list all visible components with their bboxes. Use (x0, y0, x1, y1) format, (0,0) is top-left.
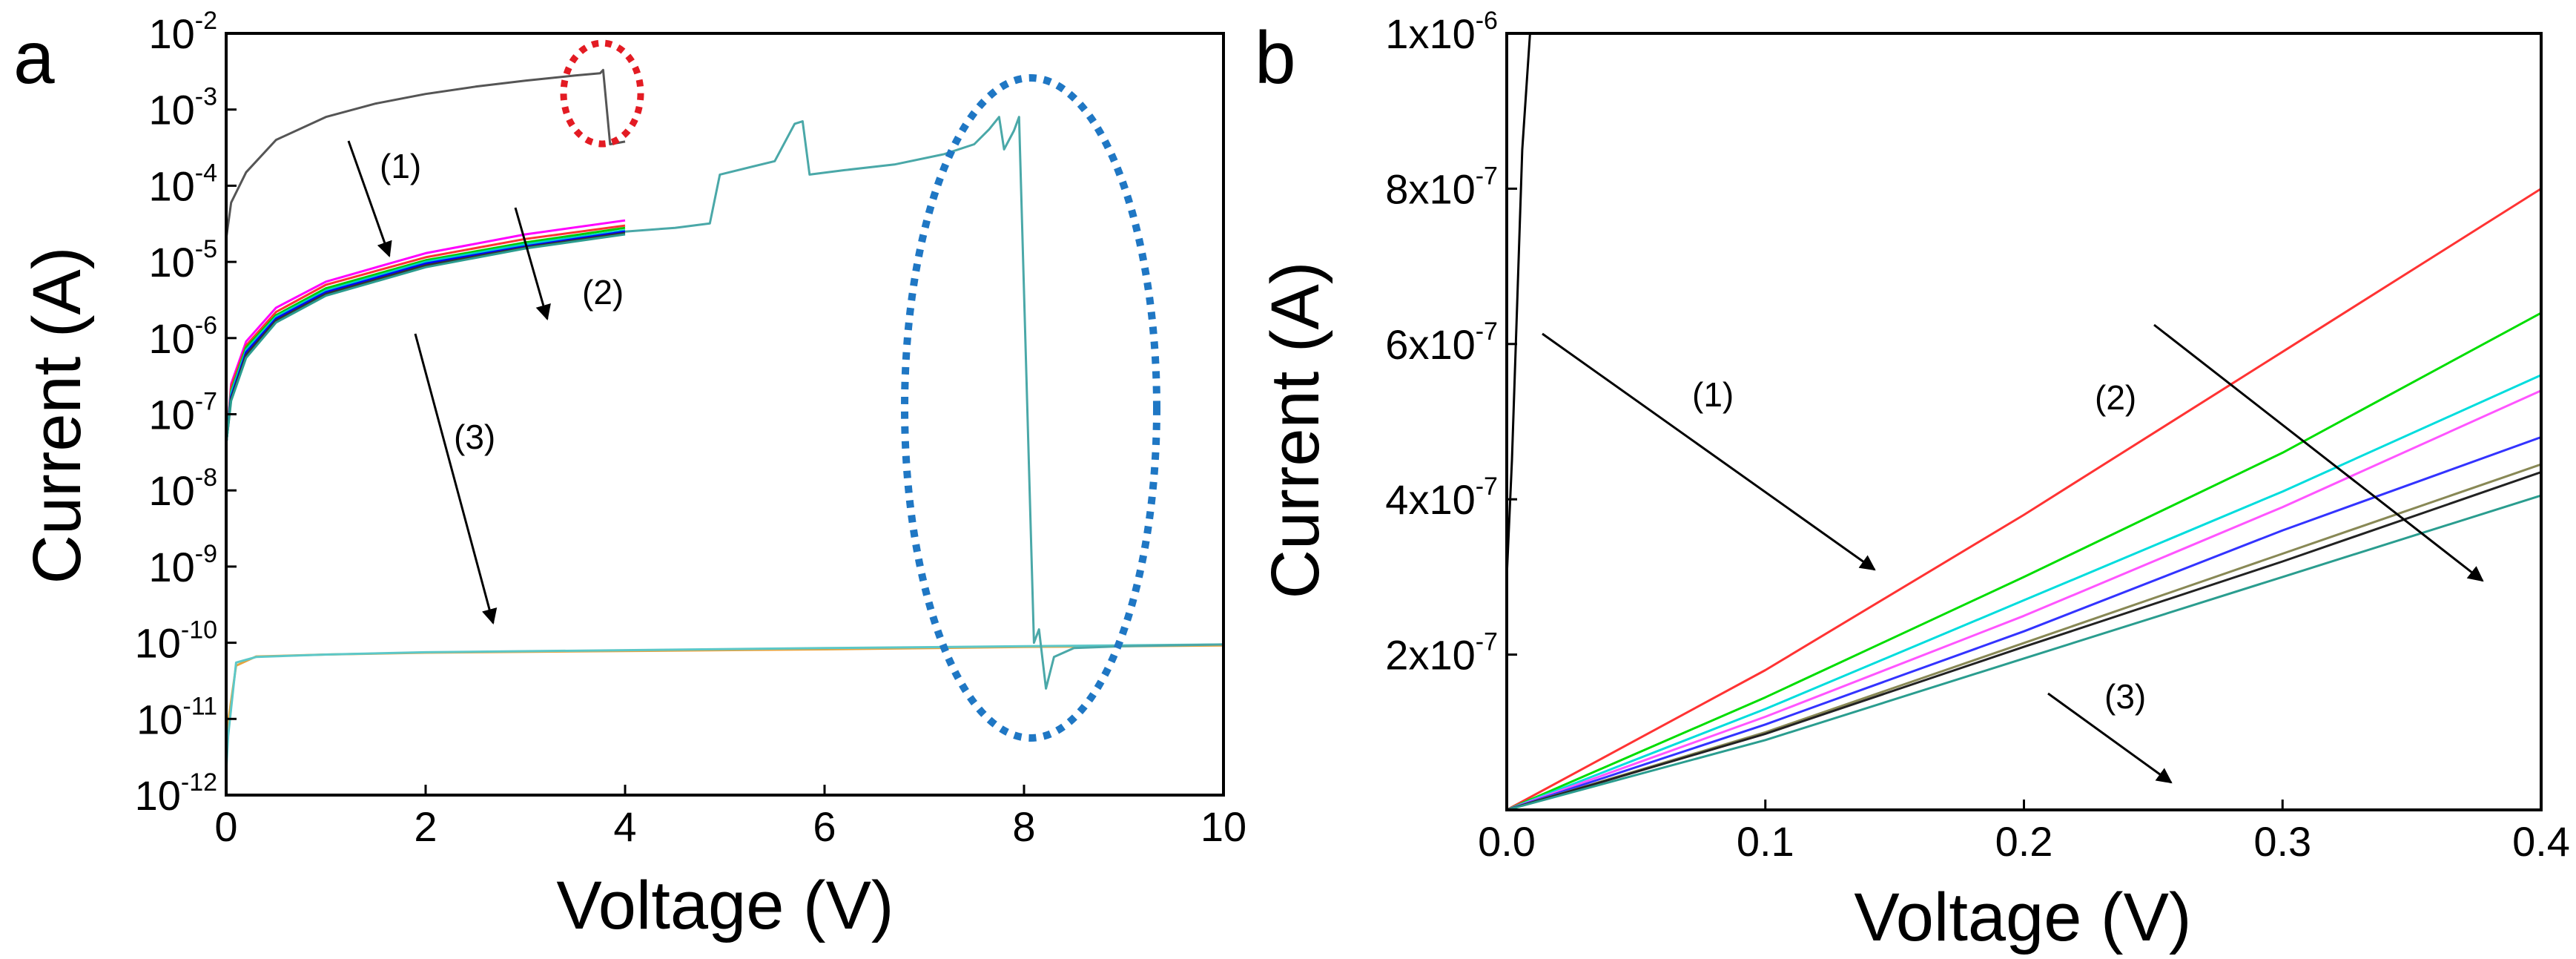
panel-a-series-line-8 (226, 233, 626, 445)
panel-a-plot-frame (225, 32, 1225, 797)
panel-a-x-axis: 0 2 4 6 8 10 (214, 785, 1246, 850)
panel-a-y-tick-label: 10-11 (136, 692, 217, 742)
panel-b-annotation-1: (1) (1692, 375, 1734, 414)
panel-a-y-tick-label: 10-7 (149, 388, 218, 438)
panel-a-arrow-2 (514, 207, 551, 321)
panel-a-annotation-1: (1) (380, 147, 421, 185)
panel-a-y-tick-label: 10-12 (135, 768, 217, 819)
panel-a-arrow-3 (414, 333, 498, 625)
panel-b-x-axis: 0.0 0.1 0.2 0.3 0.4 (1478, 800, 2570, 865)
panel-a-series-line-11 (624, 116, 1223, 690)
panel-a-series-line-4 (226, 226, 626, 445)
panel-letter-b: b (1255, 16, 1296, 99)
panel-b-series-line-8 (1507, 471, 2541, 810)
panel-a-series-line-2 (226, 219, 626, 445)
panel-b-x-axis-title: Voltage (V) (1854, 880, 2191, 955)
panel-a-series-line-5 (226, 229, 626, 445)
panel-a-series-line-7 (226, 231, 626, 445)
panel-b-x-tick-label: 0.1 (1737, 818, 1794, 865)
panel-b-annotation-2: (2) (2095, 378, 2136, 417)
panel-a-y-tick-label: 10-8 (149, 464, 218, 514)
panel-a-y-tick-label: 10-5 (149, 235, 218, 286)
panel-b-plot-frame (1505, 32, 2543, 811)
panel-b-series-group (1507, 33, 2541, 810)
panel-a-x-tick-label: 10 (1201, 803, 1246, 850)
panel-b-series-line-3 (1507, 312, 2541, 810)
panel-a-series-line-6 (226, 230, 626, 445)
panel-b-x-tick-label: 0.2 (1995, 818, 2053, 865)
panel-a-annotation-2: (2) (582, 273, 624, 312)
panel-a-y-tick-label: 10-2 (149, 7, 218, 57)
panel-a-series-line-1 (226, 68, 626, 240)
panel-b-series-line-9 (1507, 494, 2541, 810)
panel-b: b 0.0 0.1 0.2 0.3 0.4 1x10-6 8x10-7 6x10-7 4x10… (1255, 7, 2570, 955)
panel-b-annotation-3: (3) (2104, 677, 2146, 716)
panel-a-y-tick-label: 10-6 (149, 312, 218, 362)
panel-a-annotation-3: (3) (454, 418, 495, 456)
panel-b-series-line-1 (1507, 33, 1531, 577)
panel-b-x-tick-label: 0.0 (1478, 818, 1536, 865)
panel-b-x-tick-label: 0.4 (2512, 818, 2570, 865)
panel-b-arrow-3 (2047, 692, 2173, 784)
panel-b-y-tick-label: 8x10-7 (1385, 162, 1498, 212)
panel-a-y-axis-title: Current (A) (19, 247, 95, 584)
panel-letter-a: a (13, 16, 55, 99)
panel-a-blue-highlight-ellipse (901, 74, 1160, 742)
panel-a-x-axis-title: Voltage (V) (556, 868, 894, 943)
panel-b-series-line-2 (1507, 188, 2541, 810)
panel-a-y-tick-label: 10-4 (149, 159, 218, 209)
panel-a-arrow-1 (347, 140, 392, 257)
panel-b-arrow-1 (1542, 332, 1876, 571)
panel-b-y-axis-title: Current (A) (1258, 262, 1333, 599)
panel-b-y-tick-label: 2x10-7 (1385, 628, 1498, 679)
panel-a-series-group (226, 68, 1223, 773)
panel-a-y-tick-label: 10-10 (135, 616, 217, 667)
panel-a: a 0 2 4 6 8 10 10-210-310-410-510-610-710-810… (13, 7, 1246, 943)
panel-a-y-tick-label: 10-9 (149, 540, 218, 590)
panel-a-red-highlight-ellipse (560, 39, 644, 148)
panel-b-series-line-5 (1507, 389, 2541, 810)
panel-b-y-tick-label: 1x10-6 (1385, 7, 1498, 57)
panel-a-y-axis: 10-2 10-3 10-4 10-5 10-6 10-7 10-8 10-9 10-10 10-… (135, 7, 237, 819)
panel-a-x-tick-label: 4 (613, 803, 636, 850)
panel-b-series-line-6 (1507, 435, 2541, 810)
panel-b-y-tick-label: 4x10-7 (1385, 472, 1498, 523)
panel-b-arrow-2 (2153, 323, 2484, 582)
panel-b-y-tick-label: 6x10-7 (1385, 317, 1498, 368)
panel-a-x-tick-label: 8 (1012, 803, 1035, 850)
panel-a-x-tick-label: 6 (813, 803, 836, 850)
panel-a-series-line-3 (226, 224, 626, 445)
panel-a-x-tick-label: 0 (214, 803, 237, 850)
panel-a-series-line-10 (226, 643, 1223, 773)
panel-a-x-tick-label: 2 (414, 803, 437, 850)
panel-b-x-tick-label: 0.3 (2253, 818, 2311, 865)
panel-a-y-tick-label: 10-3 (149, 83, 218, 134)
panel-b-y-axis: 1x10-6 8x10-7 6x10-7 4x10-7 2x10-7 (1385, 7, 1517, 679)
panel-b-series-line-4 (1507, 374, 2541, 810)
